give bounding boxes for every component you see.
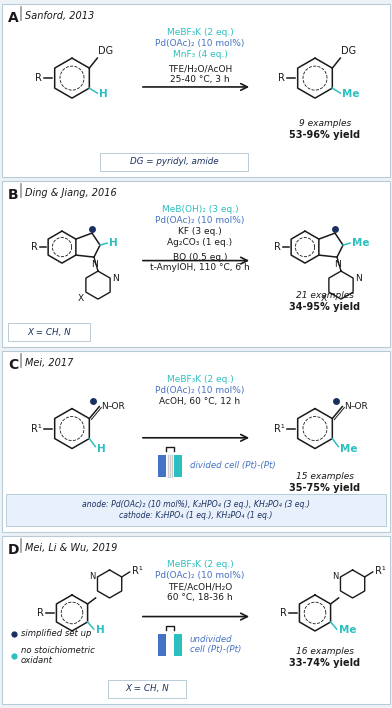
Text: N: N	[101, 402, 108, 411]
Bar	[174, 634, 182, 656]
Text: N: N	[335, 260, 341, 269]
Text: Pd(OAc)₂ (10 mol%): Pd(OAc)₂ (10 mol%)	[155, 39, 245, 48]
Text: R¹: R¹	[375, 566, 385, 576]
Text: DG: DG	[98, 46, 113, 56]
Text: TFE/H₂O/AcOH: TFE/H₂O/AcOH	[168, 65, 232, 74]
Bar	[158, 634, 166, 656]
Text: 34-95% yield: 34-95% yield	[289, 302, 361, 312]
Text: X = CH, N: X = CH, N	[27, 328, 71, 336]
FancyBboxPatch shape	[2, 351, 390, 532]
Text: A: A	[8, 11, 19, 25]
Text: AcOH, 60 °C, 12 h: AcOH, 60 °C, 12 h	[160, 397, 241, 406]
Text: D: D	[8, 543, 20, 557]
Text: C: C	[8, 358, 18, 372]
Text: H: H	[99, 89, 108, 99]
Text: MeBF₃K (2 eq.): MeBF₃K (2 eq.)	[167, 28, 233, 37]
Text: R: R	[274, 242, 281, 252]
Text: Mei, 2017: Mei, 2017	[25, 358, 73, 368]
Text: Ding & Jiang, 2016: Ding & Jiang, 2016	[25, 188, 117, 198]
Text: –OR: –OR	[107, 402, 125, 411]
Text: N: N	[344, 402, 351, 411]
Text: X: X	[78, 294, 84, 303]
Text: Sanford, 2013: Sanford, 2013	[25, 11, 94, 21]
Text: 16 examples: 16 examples	[296, 647, 354, 656]
Text: MeBF₃K (2 eq.): MeBF₃K (2 eq.)	[167, 375, 233, 384]
Text: 60 °C, 18-36 h: 60 °C, 18-36 h	[167, 593, 233, 602]
FancyBboxPatch shape	[2, 4, 390, 177]
Text: N: N	[332, 573, 338, 581]
FancyBboxPatch shape	[2, 181, 390, 347]
Text: 25-40 °C, 3 h: 25-40 °C, 3 h	[170, 75, 230, 84]
Text: MnF₃ (4 eq.): MnF₃ (4 eq.)	[172, 50, 227, 59]
Text: R¹: R¹	[274, 423, 285, 433]
FancyBboxPatch shape	[108, 680, 186, 698]
Text: divided cell (Pt)-(Pt): divided cell (Pt)-(Pt)	[190, 462, 276, 470]
Text: R: R	[278, 73, 285, 83]
Text: N: N	[355, 273, 362, 282]
Text: MeBF₃K (2 eq.): MeBF₃K (2 eq.)	[167, 560, 233, 569]
Text: Pd(OAc)₂ (10 mol%): Pd(OAc)₂ (10 mol%)	[155, 216, 245, 225]
Text: Pd(OAc)₂ (10 mol%): Pd(OAc)₂ (10 mol%)	[155, 386, 245, 395]
Text: R¹: R¹	[132, 566, 142, 576]
FancyBboxPatch shape	[2, 536, 390, 704]
Text: BQ (0.5 eq.): BQ (0.5 eq.)	[173, 253, 227, 262]
Bar	[158, 455, 166, 476]
Text: simplified set up: simplified set up	[21, 629, 91, 638]
Text: Me: Me	[342, 89, 360, 99]
Text: undivided
cell (Pt)-(Pt): undivided cell (Pt)-(Pt)	[190, 635, 241, 654]
Text: H: H	[109, 238, 118, 248]
Text: KF (3 eq.): KF (3 eq.)	[178, 227, 222, 236]
Text: DG = pyridyl, amide: DG = pyridyl, amide	[130, 157, 218, 166]
FancyBboxPatch shape	[6, 494, 386, 526]
Text: Ag₂CO₃ (1 eq.): Ag₂CO₃ (1 eq.)	[167, 238, 232, 247]
FancyBboxPatch shape	[100, 153, 248, 171]
Text: 53-96% yield: 53-96% yield	[289, 130, 361, 140]
Text: X: X	[321, 294, 327, 303]
Text: Me: Me	[339, 625, 356, 635]
Text: –OR: –OR	[350, 402, 368, 411]
Text: MeB(OH)₂ (3 eq.): MeB(OH)₂ (3 eq.)	[162, 205, 238, 214]
Text: H: H	[96, 625, 104, 635]
Text: R: R	[31, 242, 38, 252]
Text: N: N	[89, 573, 96, 581]
FancyBboxPatch shape	[8, 323, 90, 341]
Text: Me: Me	[352, 238, 370, 248]
Text: Mei, Li & Wu, 2019: Mei, Li & Wu, 2019	[25, 543, 117, 553]
Text: Me: Me	[340, 443, 358, 454]
Text: H: H	[97, 443, 106, 454]
Text: 15 examples: 15 examples	[296, 472, 354, 481]
Text: 33-74% yield: 33-74% yield	[289, 658, 361, 668]
Text: DG: DG	[341, 46, 356, 56]
Text: no stoichiometric
oxidant: no stoichiometric oxidant	[21, 646, 95, 666]
Text: R¹: R¹	[31, 423, 42, 433]
Text: R: R	[35, 73, 42, 83]
Text: TFE/AcOH/H₂O: TFE/AcOH/H₂O	[168, 582, 232, 591]
Text: R: R	[280, 608, 287, 618]
Text: anode: Pd(OAc)₂ (10 mol%), K₂HPO₄ (3 eq.), KH₂PO₄ (3 eq.)
cathode: K₂HPO₄ (1 eq.: anode: Pd(OAc)₂ (10 mol%), K₂HPO₄ (3 eq.…	[82, 501, 310, 520]
Bar	[174, 455, 182, 476]
Text: 35-75% yield: 35-75% yield	[289, 484, 361, 493]
Text: 21 examples: 21 examples	[296, 290, 354, 299]
Text: Pd(OAc)₂ (10 mol%): Pd(OAc)₂ (10 mol%)	[155, 571, 245, 580]
Text: B: B	[8, 188, 19, 202]
Text: 9 examples: 9 examples	[299, 119, 351, 128]
Text: X = CH, N: X = CH, N	[125, 685, 169, 694]
Text: N: N	[92, 260, 98, 269]
Text: R: R	[37, 608, 44, 618]
Text: N: N	[112, 273, 119, 282]
Text: t-AmylOH, 110 °C, 6 h: t-AmylOH, 110 °C, 6 h	[150, 263, 250, 272]
